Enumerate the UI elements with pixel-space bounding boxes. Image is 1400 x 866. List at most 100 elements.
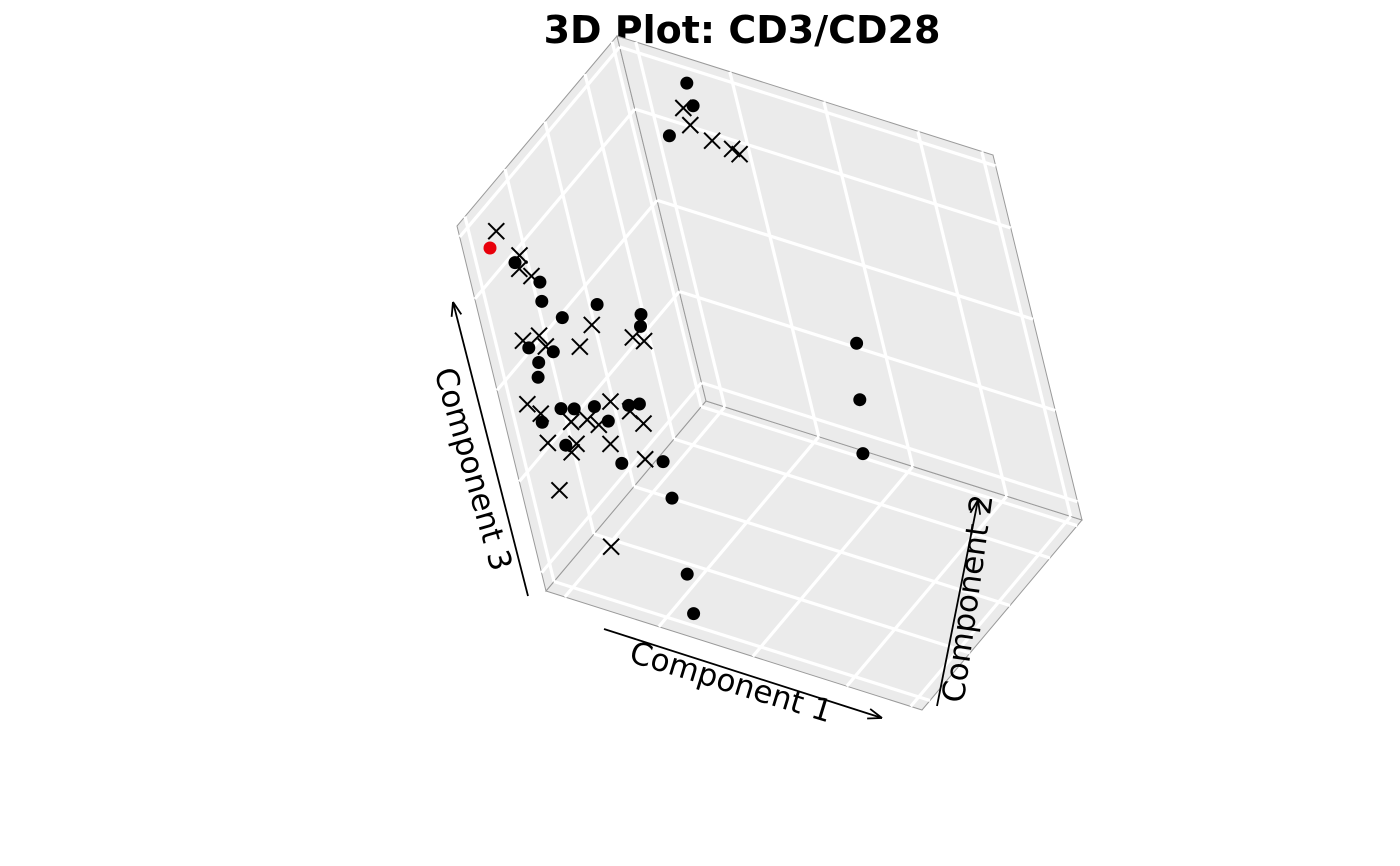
- cross-point: [514, 331, 532, 350]
- cross-point: [601, 435, 620, 453]
- chart-title: 3D Plot: CD3/CD28: [544, 8, 941, 52]
- cross-stroke: [730, 145, 749, 163]
- grid-line: [634, 107, 1012, 230]
- cross-point: [567, 435, 586, 453]
- x-axis-arrow: [603, 628, 883, 719]
- grid-line: [563, 405, 727, 598]
- grid-line: [495, 199, 659, 392]
- z-axis-arrow-head: [452, 301, 463, 315]
- circle-point: [587, 400, 601, 414]
- cross-point: [487, 222, 505, 240]
- y-axis-arrow: [936, 499, 979, 707]
- cross-point: [621, 402, 639, 420]
- grid-line: [633, 484, 1011, 608]
- cross-point: [635, 332, 653, 350]
- z-axis-arrow: [452, 301, 529, 597]
- cross-stroke: [567, 435, 586, 453]
- circle-point: [850, 336, 864, 350]
- cross-point: [571, 337, 589, 356]
- y-axis-arrow-head: [977, 499, 982, 515]
- cross-point: [550, 481, 569, 500]
- cross-stroke: [510, 246, 529, 265]
- circle-point: [546, 345, 560, 359]
- cross-stroke: [583, 316, 601, 334]
- grid-line: [583, 73, 676, 440]
- cross-point: [518, 395, 537, 413]
- cross-point: [583, 316, 601, 334]
- grid-line: [909, 515, 1072, 708]
- circle-point: [535, 415, 549, 429]
- grid-line: [916, 130, 1009, 497]
- cross-point: [723, 140, 741, 158]
- cross-stroke: [562, 443, 581, 462]
- cross-point: [539, 434, 557, 452]
- cross-stroke: [634, 414, 653, 433]
- cross-stroke: [550, 481, 569, 500]
- grid-line: [751, 465, 915, 658]
- grid-line: [634, 41, 727, 408]
- cross-stroke: [514, 331, 532, 350]
- grid-line: [553, 579, 931, 703]
- axis-arrows: [450, 301, 982, 720]
- grid-line: [701, 381, 1079, 504]
- circle-point: [632, 397, 646, 411]
- circle-point: [856, 447, 870, 461]
- grid-line: [673, 437, 1051, 560]
- circle-point: [559, 438, 573, 452]
- circle-point: [567, 402, 581, 416]
- grid-line: [700, 405, 1078, 528]
- cross-stroke: [510, 260, 529, 278]
- cross-stroke: [602, 537, 620, 556]
- cross-stroke: [674, 99, 693, 117]
- cross-point: [636, 450, 654, 468]
- cross-point: [590, 416, 608, 434]
- cross-stroke: [601, 392, 620, 411]
- circle-point: [555, 311, 569, 325]
- cross-stroke: [532, 404, 550, 423]
- y-axis-arrow-head: [969, 499, 979, 514]
- circle-point: [853, 393, 867, 407]
- cross-point: [602, 537, 620, 556]
- circle-point: [680, 76, 694, 90]
- grid-lines: [458, 41, 1079, 708]
- highlighted-point: [483, 241, 497, 255]
- circle-point: [615, 456, 629, 470]
- grid-line: [980, 151, 1073, 517]
- grid-line: [656, 198, 1034, 321]
- cross-point: [624, 328, 642, 347]
- grid-line: [678, 289, 1056, 413]
- grid-line: [543, 121, 636, 487]
- grid-line: [728, 71, 821, 438]
- cross-point: [674, 99, 693, 117]
- cross-stroke: [537, 337, 555, 356]
- cross-point: [681, 116, 700, 134]
- cross-stroke: [562, 413, 580, 431]
- cross-stroke: [571, 337, 589, 356]
- cross-point: [510, 246, 529, 265]
- cross-stroke: [723, 140, 741, 158]
- circle-point: [508, 256, 522, 270]
- cross-stroke: [601, 435, 620, 453]
- circle-point: [590, 298, 604, 311]
- cross-stroke: [522, 267, 541, 285]
- circle-point: [662, 129, 676, 143]
- grid-line: [458, 45, 621, 238]
- cross-point: [730, 145, 749, 163]
- grid-line: [619, 45, 997, 168]
- cross-point: [562, 413, 580, 431]
- grid-line: [473, 107, 637, 301]
- grid-line: [593, 532, 971, 655]
- grid-line: [610, 41, 703, 408]
- grid-line: [540, 381, 703, 574]
- circle-point: [687, 607, 701, 621]
- circle-point: [634, 308, 648, 321]
- cross-stroke: [487, 222, 505, 240]
- circle-point: [554, 402, 568, 416]
- z-axis-arrow-head: [450, 301, 454, 317]
- cross-stroke: [703, 131, 721, 150]
- data-points: [483, 76, 870, 621]
- circle-point: [634, 319, 647, 333]
- circle-point: [665, 491, 679, 505]
- grid-line: [845, 495, 1009, 688]
- x-axis-arrow-head: [869, 708, 883, 719]
